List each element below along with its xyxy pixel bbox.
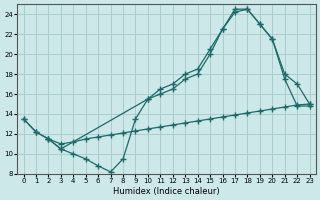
X-axis label: Humidex (Indice chaleur): Humidex (Indice chaleur) xyxy=(113,187,220,196)
